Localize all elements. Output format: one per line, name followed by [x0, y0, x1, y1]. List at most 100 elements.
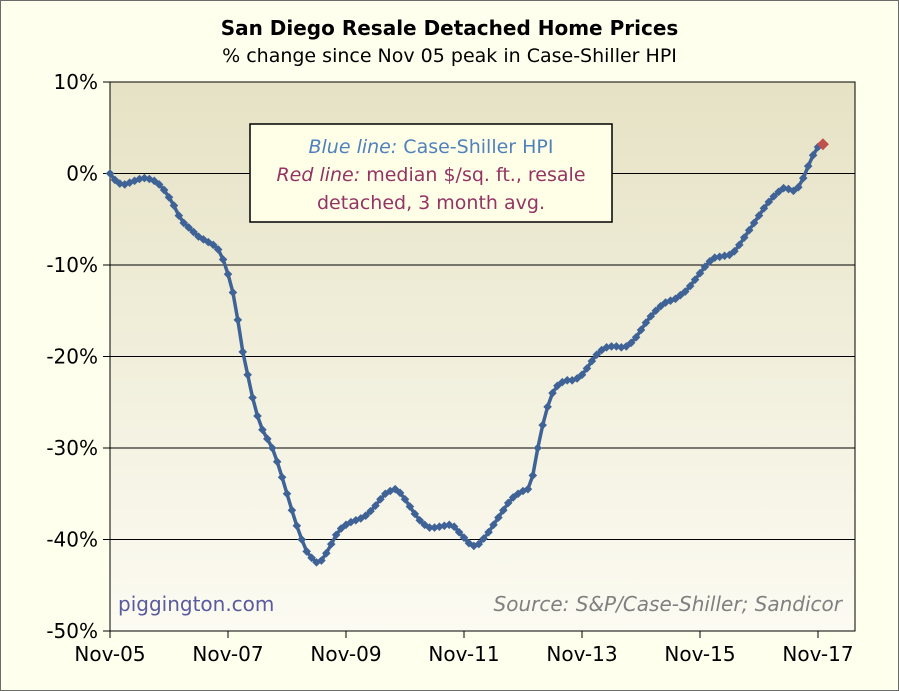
data-point: [420, 520, 429, 530]
legend-red-text-cont: detached, 3 month avg.: [317, 192, 545, 214]
y-tick-label: -50%: [46, 619, 98, 643]
data-point: [213, 245, 223, 254]
data-point: [223, 269, 233, 279]
x-tick-label: Nov-11: [428, 642, 499, 666]
data-point: [503, 498, 513, 508]
data-point: [258, 425, 267, 434]
x-tick-label: Nov-15: [664, 642, 735, 666]
data-point: [641, 318, 651, 327]
data-point: [361, 511, 370, 521]
data-point: [287, 505, 297, 515]
data-point: [735, 240, 744, 250]
data-point: [263, 434, 272, 444]
data-point: [174, 211, 184, 220]
data-point: [548, 388, 557, 398]
data-point: [164, 192, 174, 202]
y-tick-label: -20%: [46, 345, 98, 369]
x-axis: Nov-05 Nov-07 Nov-09 Nov-11 Nov-13 Nov-15 Nov-…: [74, 631, 854, 666]
data-point: [400, 494, 410, 504]
data-point: [739, 233, 749, 242]
data-point: [459, 533, 469, 542]
data-point: [816, 138, 829, 151]
data-point: [253, 411, 262, 421]
legend-blue-label: Blue line:: [308, 136, 397, 158]
data-point: [474, 539, 484, 549]
data-point: [764, 197, 774, 207]
data-point: [366, 506, 375, 516]
data-point: [479, 534, 488, 543]
data-point: [410, 509, 420, 519]
data-point: [528, 471, 538, 480]
data-point: [189, 227, 198, 237]
data-point: [494, 513, 503, 522]
watermark-text: piggington.com: [118, 592, 274, 616]
data-point: [607, 342, 616, 351]
data-point: [179, 218, 189, 228]
data-point: [523, 484, 533, 494]
data-point: [444, 520, 454, 530]
data-point: [626, 338, 636, 348]
data-point: [238, 347, 248, 357]
data-point: [331, 530, 341, 540]
data-point: [646, 311, 656, 321]
data-point: [582, 364, 592, 373]
data-point: [617, 343, 626, 352]
y-tick-label: 0%: [66, 162, 98, 186]
legend-blue-text: Case-Shiller HPI: [397, 136, 553, 158]
x-tick-label: Nov-05: [74, 642, 145, 666]
data-point: [592, 350, 602, 359]
data-point: [484, 527, 493, 537]
x-tick-label: Nov-09: [310, 642, 381, 666]
y-tick-label: 10%: [54, 70, 98, 94]
data-point: [676, 290, 685, 300]
data-point: [602, 343, 611, 352]
y-tick-label: -30%: [46, 436, 98, 460]
data-point: [754, 211, 764, 220]
y-axis: 10% 0% -10% -20% -30% -40% -50%: [46, 70, 110, 643]
svg-text:Red line: median $/sq. ft., re: Red line: median $/sq. ft., resale: [276, 164, 585, 186]
legend-box: Blue line: Case-Shiller HPI Red line: me…: [249, 123, 613, 223]
data-point: [759, 203, 769, 213]
data-point: [184, 223, 193, 232]
data-point: [769, 192, 779, 201]
data-point: [297, 535, 307, 544]
data-point: [154, 180, 164, 189]
data-point: [518, 486, 528, 496]
data-point: [710, 253, 720, 262]
data-point: [680, 287, 690, 296]
data-point: [233, 315, 243, 325]
data-point: [543, 402, 552, 412]
data-point: [277, 472, 287, 482]
data-point: [577, 370, 587, 380]
data-point: [267, 443, 277, 453]
data-point: [120, 180, 130, 189]
data-point: [341, 520, 351, 530]
data-point: [218, 255, 228, 264]
data-point: [322, 548, 331, 558]
data-point: [538, 420, 547, 430]
data-point: [725, 250, 734, 260]
data-point: [636, 325, 646, 335]
data-point: [272, 457, 282, 467]
series-group: [105, 138, 829, 567]
data-point: [454, 527, 464, 537]
data-point: [489, 520, 498, 530]
data-point: [499, 505, 508, 515]
data-point: [282, 489, 292, 499]
data-point: [130, 176, 139, 186]
data-point: [105, 169, 115, 178]
data-point: [395, 488, 405, 498]
svg-text:Blue line: Case-Shiller HPI: Blue line: Case-Shiller HPI: [308, 136, 553, 158]
data-point: [302, 547, 311, 556]
data-point: [779, 183, 788, 193]
data-point: [587, 356, 597, 366]
data-point: [813, 142, 823, 152]
data-point: [169, 201, 179, 210]
data-point: [533, 443, 543, 453]
y-tick-label: -40%: [46, 528, 98, 552]
data-point: [312, 558, 321, 567]
data-point: [425, 523, 434, 532]
data-point: [371, 501, 380, 510]
chart-subtitle: % change since Nov 05 peak in Case-Shill…: [222, 45, 677, 67]
